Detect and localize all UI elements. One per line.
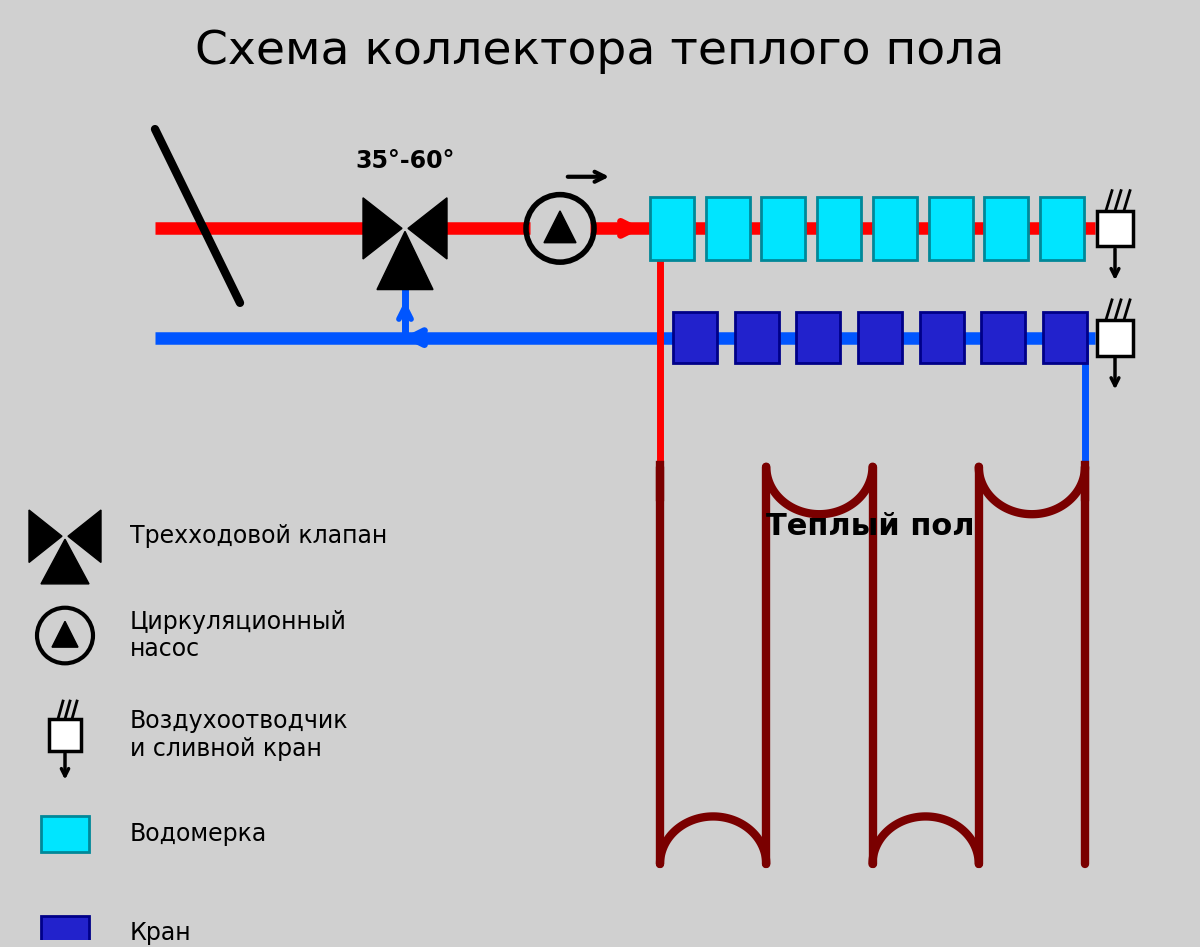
Bar bbox=[1040, 197, 1084, 260]
Bar bbox=[817, 197, 862, 260]
Bar bbox=[41, 816, 89, 852]
Text: Кран: Кран bbox=[130, 921, 192, 945]
Bar bbox=[872, 197, 917, 260]
Bar bbox=[1097, 210, 1133, 246]
Bar bbox=[734, 312, 779, 364]
Bar bbox=[41, 916, 89, 947]
Bar bbox=[762, 197, 805, 260]
Polygon shape bbox=[52, 621, 78, 647]
Text: Схема коллектора теплого пола: Схема коллектора теплого пола bbox=[196, 29, 1004, 74]
Bar bbox=[982, 312, 1025, 364]
Text: Теплый пол: Теплый пол bbox=[766, 511, 974, 541]
Polygon shape bbox=[364, 198, 402, 259]
Bar bbox=[1097, 320, 1133, 355]
Bar bbox=[858, 312, 902, 364]
Bar bbox=[650, 197, 694, 260]
Bar bbox=[706, 197, 750, 260]
Bar bbox=[49, 719, 82, 751]
Text: Циркуляционный
насос: Циркуляционный насос bbox=[130, 610, 347, 661]
Bar bbox=[919, 312, 964, 364]
Polygon shape bbox=[408, 198, 446, 259]
Bar bbox=[929, 197, 972, 260]
Bar bbox=[1043, 312, 1087, 364]
Text: Воздухоотводчик
и сливной кран: Воздухоотводчик и сливной кран bbox=[130, 709, 348, 760]
Bar bbox=[984, 197, 1028, 260]
Polygon shape bbox=[29, 510, 62, 563]
Polygon shape bbox=[544, 211, 576, 242]
Polygon shape bbox=[41, 539, 89, 584]
Text: 35°-60°: 35°-60° bbox=[355, 149, 455, 173]
Bar bbox=[797, 312, 840, 364]
Polygon shape bbox=[68, 510, 101, 563]
Polygon shape bbox=[377, 231, 433, 290]
Text: Трехходовой клапан: Трехходовой клапан bbox=[130, 525, 388, 548]
Text: Водомерка: Водомерка bbox=[130, 822, 268, 846]
Bar bbox=[673, 312, 718, 364]
